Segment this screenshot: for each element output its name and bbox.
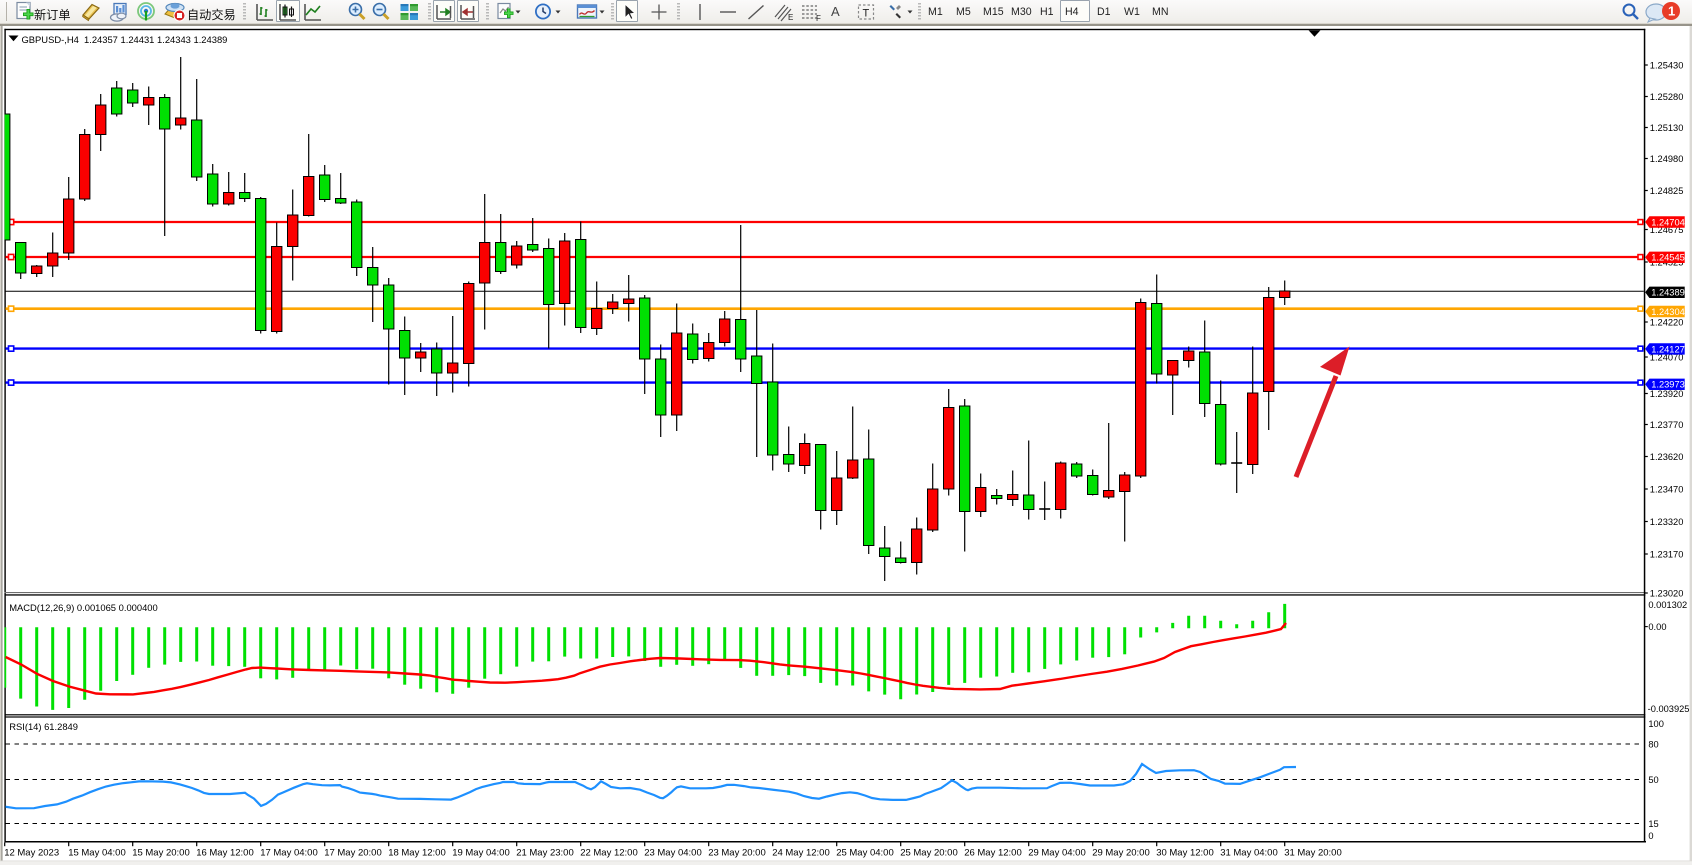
svg-text:23 May 20:00: 23 May 20:00	[708, 847, 766, 858]
svg-text:50: 50	[1648, 775, 1658, 785]
svg-text:0: 0	[1648, 831, 1653, 841]
svg-text:1.23770: 1.23770	[1650, 420, 1684, 430]
svg-text:1.24070: 1.24070	[1650, 352, 1684, 362]
svg-text:31 May 20:00: 31 May 20:00	[1284, 847, 1342, 858]
svg-text:15 May 20:00: 15 May 20:00	[132, 847, 190, 858]
svg-text:15: 15	[1648, 819, 1658, 829]
svg-text:80: 80	[1648, 739, 1658, 749]
svg-text:1.24127: 1.24127	[1651, 344, 1685, 354]
svg-text:1: 1	[1668, 4, 1675, 19]
svg-text:25 May 04:00: 25 May 04:00	[836, 847, 894, 858]
svg-text:0.001302: 0.001302	[1648, 600, 1687, 610]
svg-text:MACD(12,26,9) 0.001065 0.00040: MACD(12,26,9) 0.001065 0.000400	[9, 602, 158, 613]
svg-text:1.23920: 1.23920	[1650, 389, 1684, 399]
svg-text:GBPUSD-,H4 1.24357 1.24431 1.: GBPUSD-,H4 1.24357 1.24431 1.24343 1.243…	[22, 34, 228, 45]
svg-text:16 May 12:00: 16 May 12:00	[196, 847, 254, 858]
svg-text:29 May 20:00: 29 May 20:00	[1092, 847, 1150, 858]
svg-text:1.25130: 1.25130	[1650, 123, 1684, 133]
svg-text:15 May 04:00: 15 May 04:00	[68, 847, 126, 858]
svg-text:100: 100	[1648, 719, 1664, 729]
svg-text:18 May 12:00: 18 May 12:00	[388, 847, 446, 858]
svg-text:23 May 04:00: 23 May 04:00	[644, 847, 702, 858]
svg-text:12 May 2023: 12 May 2023	[4, 847, 59, 858]
svg-text:1.24220: 1.24220	[1650, 317, 1684, 327]
svg-text:17 May 20:00: 17 May 20:00	[324, 847, 382, 858]
svg-text:31 May 04:00: 31 May 04:00	[1220, 847, 1278, 858]
svg-text:1.23170: 1.23170	[1650, 549, 1684, 559]
svg-text:29 May 04:00: 29 May 04:00	[1028, 847, 1086, 858]
svg-text:1.24675: 1.24675	[1650, 225, 1684, 235]
svg-text:21 May 23:00: 21 May 23:00	[516, 847, 574, 858]
svg-text:1.24304: 1.24304	[1651, 307, 1685, 317]
svg-text:RSI(14) 61.2849: RSI(14) 61.2849	[9, 721, 78, 732]
svg-text:0.00: 0.00	[1648, 622, 1666, 632]
svg-text:1.24825: 1.24825	[1650, 186, 1684, 196]
svg-text:1.23320: 1.23320	[1650, 517, 1684, 527]
svg-text:-0.003925: -0.003925	[1648, 704, 1690, 714]
svg-text:1.24389: 1.24389	[1651, 288, 1685, 298]
svg-text:1.23020: 1.23020	[1650, 588, 1684, 598]
svg-text:22 May 12:00: 22 May 12:00	[580, 847, 638, 858]
svg-text:E: E	[788, 13, 793, 22]
svg-text:1.24704: 1.24704	[1651, 217, 1685, 227]
svg-text:19 May 04:00: 19 May 04:00	[452, 847, 510, 858]
svg-text:1.23973: 1.23973	[1651, 380, 1685, 390]
svg-text:1.24545: 1.24545	[1651, 253, 1685, 263]
svg-text:1.25280: 1.25280	[1650, 92, 1684, 102]
svg-text:26 May 12:00: 26 May 12:00	[964, 847, 1022, 858]
svg-text:17 May 04:00: 17 May 04:00	[260, 847, 318, 858]
svg-text:25 May 20:00: 25 May 20:00	[900, 847, 958, 858]
svg-text:1.23470: 1.23470	[1650, 484, 1684, 494]
svg-text:1.25430: 1.25430	[1650, 60, 1684, 70]
svg-text:F: F	[816, 14, 821, 23]
svg-text:1.24980: 1.24980	[1650, 154, 1684, 164]
svg-text:T: T	[863, 8, 870, 20]
svg-text:1.23620: 1.23620	[1650, 452, 1684, 462]
svg-text:30 May 12:00: 30 May 12:00	[1156, 847, 1214, 858]
svg-text:24 May 12:00: 24 May 12:00	[772, 847, 830, 858]
